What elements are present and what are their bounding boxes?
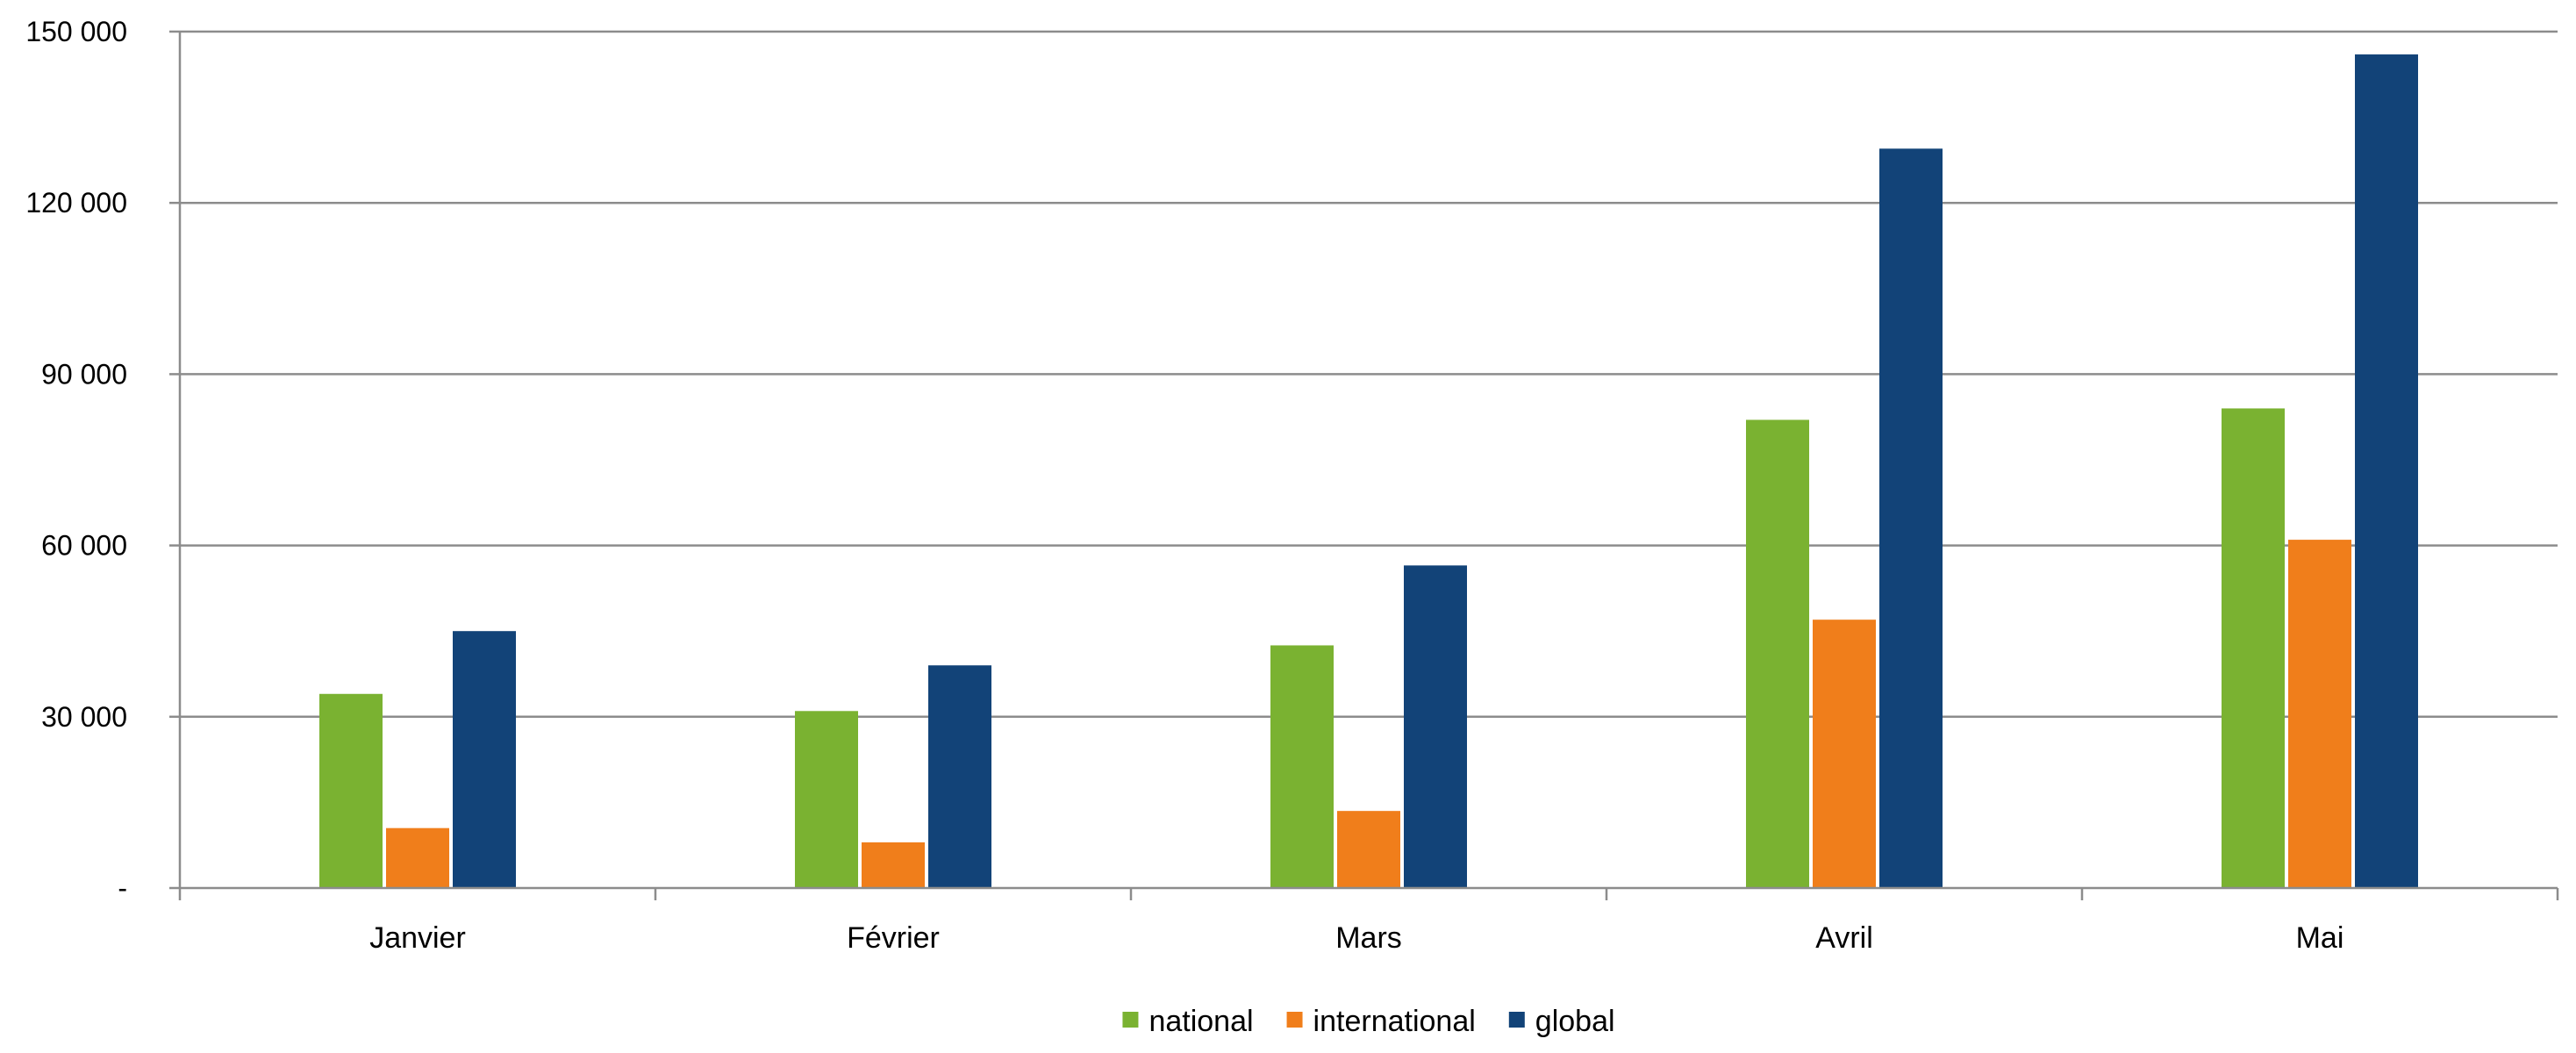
bar-national-4 xyxy=(2222,408,2285,888)
x-tick-label: Mars xyxy=(1335,921,1402,955)
legend-swatch-national xyxy=(1122,1012,1139,1028)
x-axis: Janvier Février Mars Avril Mai xyxy=(178,886,2559,955)
bar-global-2 xyxy=(1404,565,1467,888)
y-tick-label: 30 000 xyxy=(41,701,127,733)
y-tick-label: - xyxy=(118,872,127,904)
bar-national-0 xyxy=(319,693,383,888)
x-tick-label: Mai xyxy=(2296,921,2344,955)
bar-international-1 xyxy=(862,842,925,888)
x-tick-label: Avril xyxy=(1815,921,1873,955)
legend-swatch-global xyxy=(1508,1012,1525,1028)
y-tick-label: 60 000 xyxy=(41,530,127,562)
bar-international-3 xyxy=(1813,620,1876,888)
bar-national-3 xyxy=(1746,419,1809,888)
y-axis: - 30 000 60 000 90 000 120 000 150 000 xyxy=(25,16,182,904)
x-tick-label: Janvier xyxy=(369,921,466,955)
bar-international-2 xyxy=(1337,811,1400,888)
legend-swatch-international xyxy=(1286,1012,1303,1028)
bar-global-1 xyxy=(928,665,991,888)
bar-global-3 xyxy=(1879,148,1943,889)
bars xyxy=(319,54,2418,889)
legend-label-international: international xyxy=(1313,1005,1476,1038)
bar-international-4 xyxy=(2288,540,2351,888)
legend-label-national: national xyxy=(1148,1005,1253,1038)
x-tick-label: Février xyxy=(847,921,940,955)
legend: national international global xyxy=(1122,1005,1615,1038)
bar-national-1 xyxy=(795,711,858,888)
y-gridlines xyxy=(180,30,2558,719)
bar-global-0 xyxy=(453,631,516,888)
y-tick-label: 90 000 xyxy=(41,358,127,390)
bar-international-0 xyxy=(386,827,449,888)
bar-global-4 xyxy=(2355,54,2418,888)
bar-national-2 xyxy=(1270,645,1334,888)
y-tick-label: 150 000 xyxy=(25,16,127,47)
legend-label-global: global xyxy=(1535,1005,1615,1038)
y-tick-label: 120 000 xyxy=(25,187,127,218)
